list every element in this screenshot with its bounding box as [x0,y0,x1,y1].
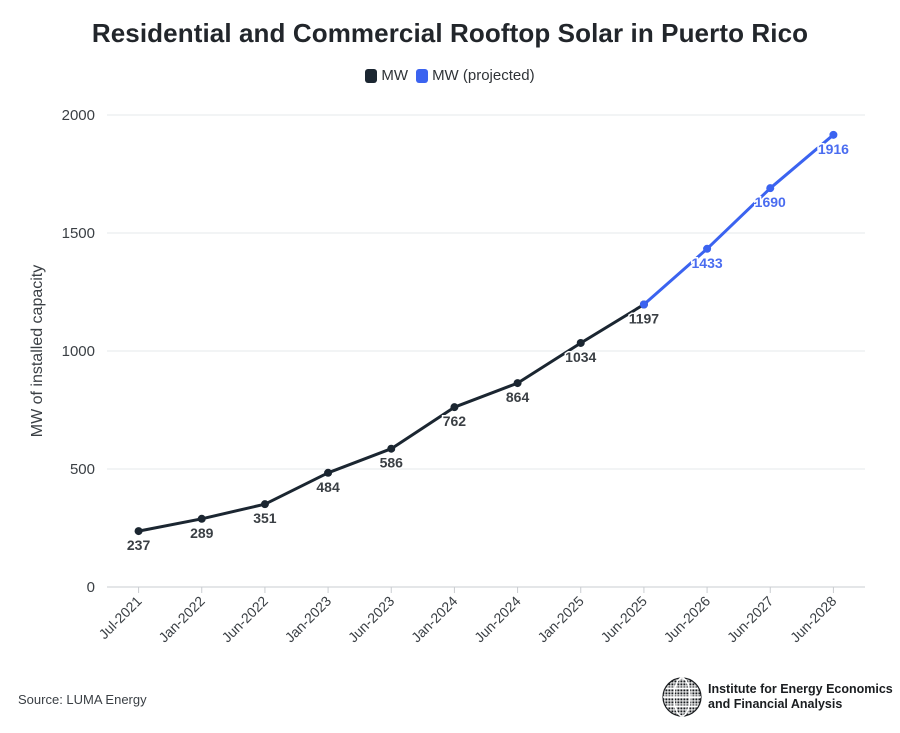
x-tick-label-Jan-2023: Jan-2023 [282,593,335,646]
data-point-actual-Jan-2023 [324,468,333,477]
data-label-actual-Jan-2022: 289 [190,525,214,541]
data-label-actual-Jan-2023: 484 [316,479,340,495]
organization-name-line1: Institute for Energy Economics [708,682,893,696]
data-point-projected-Jun-2026 [703,244,712,253]
data-label-actual-Jun-2022: 351 [253,510,277,526]
data-point-actual-Jan-2022 [197,514,206,523]
y-tick-label-1000: 1000 [62,343,95,360]
globe-icon [662,677,702,717]
x-tick-label-Jun-2026: Jun-2026 [661,593,714,646]
y-tick-label-2000: 2000 [62,107,95,124]
y-tick-label-0: 0 [87,579,95,596]
data-label-projected-Jun-2028: 1916 [818,141,849,157]
data-label-actual-Jan-2025: 1034 [565,349,596,365]
legend-label-actual: MW [381,67,409,84]
data-label-projected-Jun-2027: 1690 [755,194,786,210]
y-axis-title: MW of installed capacity [29,265,46,438]
chart-title: Residential and Commercial Rooftop Solar… [91,18,809,48]
data-point-projected-Jun-2027 [766,184,775,193]
data-label-projected-Jun-2026: 1433 [692,255,723,271]
data-point-actual-Jan-2024 [450,403,459,412]
x-tick-label-Jan-2025: Jan-2025 [534,593,587,646]
data-point-actual-Jun-2023 [387,444,396,453]
x-tick-label-Jun-2028: Jun-2028 [787,593,840,646]
data-label-actual-Jan-2024: 762 [443,413,467,429]
x-tick-label-Jun-2025: Jun-2025 [597,593,650,646]
data-point-projected-Jun-2025 [639,300,648,309]
data-point-actual-Jun-2024 [513,379,522,388]
data-point-actual-Jan-2025 [576,338,585,347]
organization-logo: Institute for Energy Economics and Finan… [662,677,893,717]
legend: MW MW (projected) [0,67,900,84]
legend-swatch-projected [416,68,429,83]
legend-item-projected[interactable]: MW (projected) [416,67,535,84]
data-label-actual-Jun-2024: 864 [506,389,530,405]
legend-swatch-actual [365,68,378,83]
data-point-actual-Jun-2022 [260,500,269,509]
data-point-projected-Jun-2028 [829,130,838,139]
x-tick-label-Jun-2027: Jun-2027 [724,593,777,646]
y-tick-label-500: 500 [70,461,95,478]
data-point-actual-Jul-2021 [134,527,143,536]
legend-item-actual[interactable]: MW [365,67,408,84]
source-note: Source: LUMA Energy [18,692,147,707]
legend-label-projected: MW (projected) [432,67,535,84]
x-tick-label-Jan-2024: Jan-2024 [408,593,461,646]
x-tick-label-Jun-2023: Jun-2023 [345,593,398,646]
series-line-actual [137,303,646,533]
y-tick-label-1500: 1500 [62,225,95,242]
data-label-actual-Jun-2025: 1197 [629,311,660,327]
data-label-actual-Jul-2021: 237 [127,537,151,553]
x-tick-label-Jul-2021: Jul-2021 [95,593,144,642]
organization-name-line2: and Financial Analysis [708,697,843,711]
x-tick-label-Jan-2022: Jan-2022 [155,593,208,646]
x-tick-label-Jun-2024: Jun-2024 [471,593,524,646]
data-label-actual-Jun-2023: 586 [380,455,404,471]
organization-name: Institute for Energy Economics and Finan… [708,682,893,712]
series-line-projected [642,133,835,306]
x-tick-label-Jun-2022: Jun-2022 [218,593,271,646]
